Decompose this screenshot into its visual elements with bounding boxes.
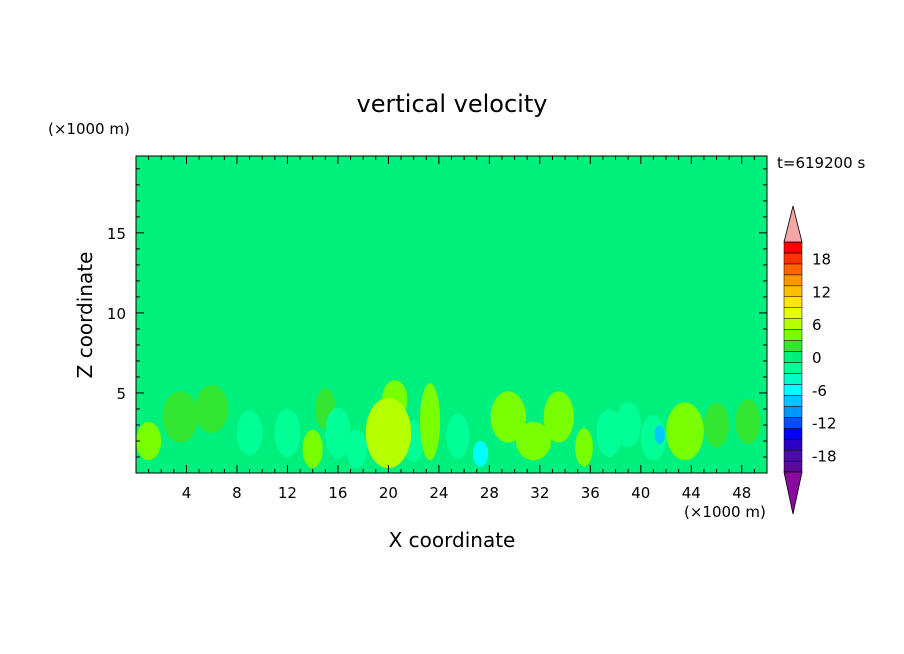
x-tick-label: 12	[278, 484, 297, 502]
field-contour-region	[666, 402, 704, 461]
colorbar-segment	[783, 416, 803, 429]
colorbar-segment	[783, 296, 803, 308]
x-tick-label: 20	[379, 484, 398, 502]
field-contour-region	[678, 354, 755, 400]
x-tick-label: 4	[182, 484, 192, 502]
colorbar-segment	[783, 384, 803, 396]
field-contour-region	[236, 410, 263, 456]
colorbar-tick-label: -12	[812, 415, 837, 433]
field-contour-region	[421, 167, 482, 209]
colorbar-segment	[783, 438, 803, 451]
field-contour-region	[274, 408, 301, 457]
colorbar-segment	[783, 263, 803, 276]
x-tick-label: 44	[682, 484, 701, 502]
x-tick-label: 48	[732, 484, 751, 502]
field-contour-region	[136, 264, 263, 329]
colorbar-segment	[783, 351, 803, 363]
field-contour-region	[615, 156, 717, 211]
x-tick-label: 28	[480, 484, 499, 502]
y-tick-label: 10	[107, 305, 126, 323]
field-contour-region	[472, 440, 489, 467]
colorbar-segment	[783, 285, 803, 298]
chart-title: vertical velocity	[357, 90, 548, 118]
colorbar-segment	[783, 329, 803, 341]
colorbar-segment	[783, 252, 803, 265]
colorbar-tick-label: -18	[812, 448, 837, 466]
colorbar-segment	[783, 373, 803, 385]
field-contour-region	[136, 421, 162, 461]
field-contour-region	[615, 402, 641, 448]
y-axis-title: Z coordinate	[73, 252, 97, 379]
field-contour-region	[514, 220, 667, 278]
y-tick-label: 5	[116, 385, 126, 403]
colorbar-segment	[783, 274, 803, 287]
colorbar-segment	[783, 340, 803, 352]
field-contour-region	[654, 424, 665, 445]
x-tick-label: 24	[429, 484, 448, 502]
x-tick-label: 40	[631, 484, 650, 502]
x-tick-label: 8	[232, 484, 242, 502]
field-contour-region	[464, 327, 566, 379]
y-unit-label: (×1000 m)	[48, 120, 130, 138]
field-contour-region	[162, 391, 198, 443]
colorbar-segment	[783, 427, 803, 440]
field-contour-region	[365, 397, 412, 469]
colorbar-segment	[783, 307, 803, 319]
colorbar-tick-label: 18	[812, 250, 831, 268]
colorbar-under-triangle	[783, 471, 803, 515]
colorbar-tick-label: 12	[812, 283, 831, 301]
x-tick-label: 32	[530, 484, 549, 502]
colorbar-segment	[783, 406, 803, 418]
colorbar-tick-label: 6	[812, 316, 822, 334]
field-contour-region	[515, 421, 552, 461]
field-contour-region	[490, 391, 526, 443]
field-contour-region	[666, 212, 767, 270]
colorbar: 18 12 6 0 -6 -12 -18	[783, 205, 837, 515]
colorbar-segment	[783, 241, 803, 254]
colorbar-segment	[783, 460, 803, 473]
colorbar-segment	[783, 318, 803, 330]
field-contour-region	[653, 292, 730, 350]
y-tick-label: 15	[107, 225, 126, 243]
field-contour-region	[274, 236, 502, 288]
colorbar-segment	[783, 362, 803, 374]
field-contour-region	[446, 413, 470, 459]
field-contour-region	[325, 407, 351, 459]
field-contour-region	[195, 384, 229, 433]
field-contour-region	[543, 391, 574, 443]
x-unit-label: (×1000 m)	[684, 503, 766, 521]
field-contour-region	[199, 344, 275, 393]
field-contour-region	[419, 383, 441, 461]
colorbar-tick-label: 0	[812, 349, 822, 367]
field-contour-region	[141, 160, 207, 225]
field-contour-region	[596, 408, 622, 457]
colorbar-tick-label: -6	[812, 382, 827, 400]
field-contour-region	[302, 429, 323, 469]
field-contour-region	[527, 277, 654, 349]
colorbar-over-triangle	[783, 205, 803, 243]
x-axis-title: X coordinate	[389, 528, 516, 552]
field-contour-region	[575, 428, 593, 467]
field-contour-region	[703, 402, 730, 448]
x-tick-label: 36	[581, 484, 600, 502]
field-contour-region	[346, 429, 367, 469]
field-contour-region	[735, 399, 761, 445]
colorbar-segment	[783, 449, 803, 462]
time-label: t=619200 s	[777, 154, 865, 172]
colorbar-segment	[783, 395, 803, 407]
field-contour-region	[255, 276, 370, 334]
velocity-field	[136, 156, 767, 473]
x-tick-label: 16	[328, 484, 347, 502]
